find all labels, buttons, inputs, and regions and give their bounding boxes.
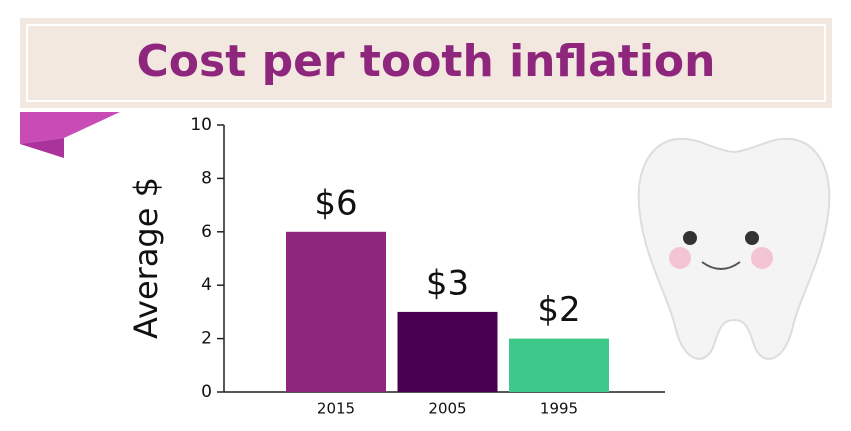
ribbon xyxy=(20,112,120,144)
y-tick-label: 4 xyxy=(201,275,212,295)
tooth xyxy=(637,137,831,360)
value-label: $3 xyxy=(426,263,469,303)
ribbon-fold xyxy=(20,138,64,158)
y-tick-label: 10 xyxy=(190,115,212,135)
bar xyxy=(286,231,386,392)
title-banner xyxy=(20,18,832,108)
chart-title: Cost per tooth inflation xyxy=(137,36,716,87)
title-border xyxy=(26,24,826,102)
value-label: $6 xyxy=(314,183,357,223)
y-tick-label: 6 xyxy=(201,222,212,242)
y-axis-label: Average $ xyxy=(127,177,165,339)
bar xyxy=(397,311,498,392)
y-tick-label: 0 xyxy=(201,382,212,402)
value-label: $2 xyxy=(537,290,580,330)
x-tick-label: 2015 xyxy=(317,400,355,418)
y-tick-label: 2 xyxy=(201,329,212,349)
y-tick-label: 8 xyxy=(201,168,212,188)
x-tick-label: 1995 xyxy=(540,400,578,418)
x-tick-label: 2005 xyxy=(428,400,466,418)
bar xyxy=(509,338,609,392)
